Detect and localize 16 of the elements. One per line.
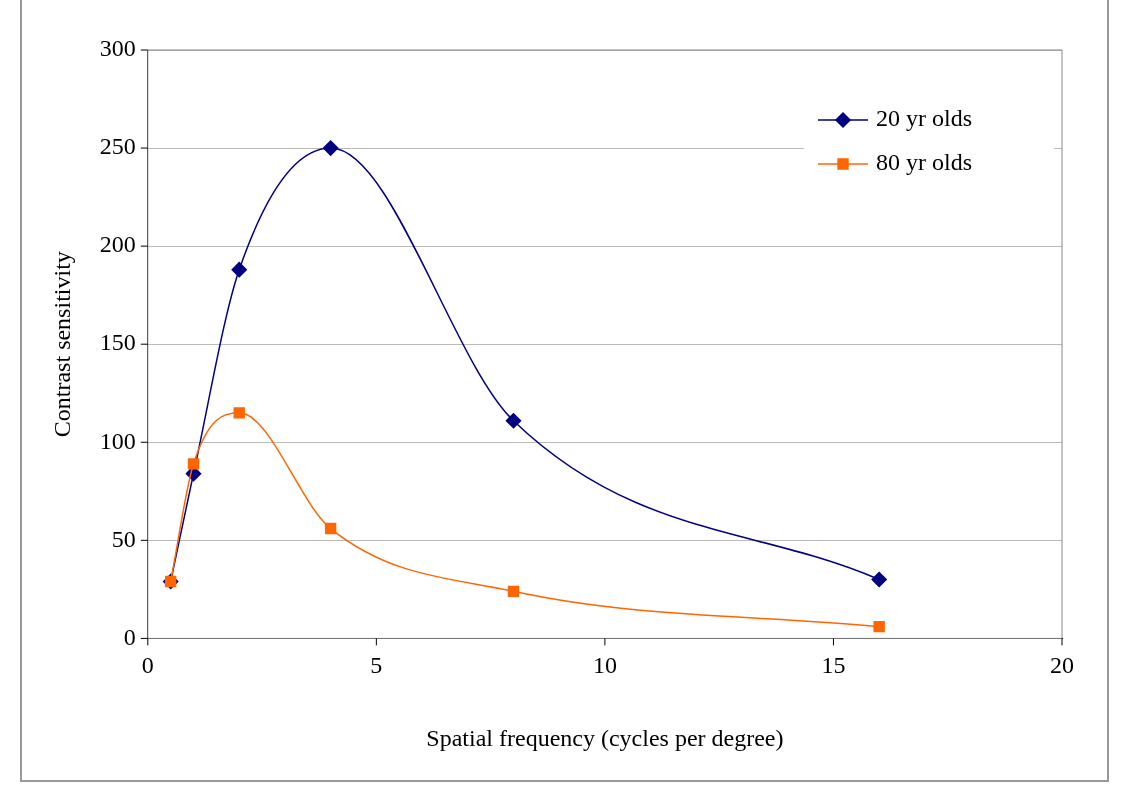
y-tick-label: 0 (123, 623, 136, 650)
x-axis-title: Spatial frequency (cycles per degree) (426, 724, 784, 751)
y-tick-label: 50 (111, 525, 136, 552)
x-tick-label: 0 (141, 652, 154, 679)
y-tick-label: 150 (99, 329, 136, 356)
legend-label: 20 yr olds (876, 105, 972, 132)
x-tick-label: 15 (821, 652, 846, 679)
x-tick-label: 5 (370, 652, 383, 679)
legend-label: 80 yr olds (876, 149, 972, 176)
y-tick-label: 100 (99, 427, 136, 454)
y-tick-label: 250 (99, 133, 136, 160)
y-tick-label: 200 (99, 231, 136, 258)
x-tick-label: 10 (592, 652, 617, 679)
y-axis-title: Contrast sensitivity (48, 251, 75, 438)
x-tick-label: 20 (1050, 652, 1074, 679)
y-tick-label: 300 (99, 35, 136, 62)
